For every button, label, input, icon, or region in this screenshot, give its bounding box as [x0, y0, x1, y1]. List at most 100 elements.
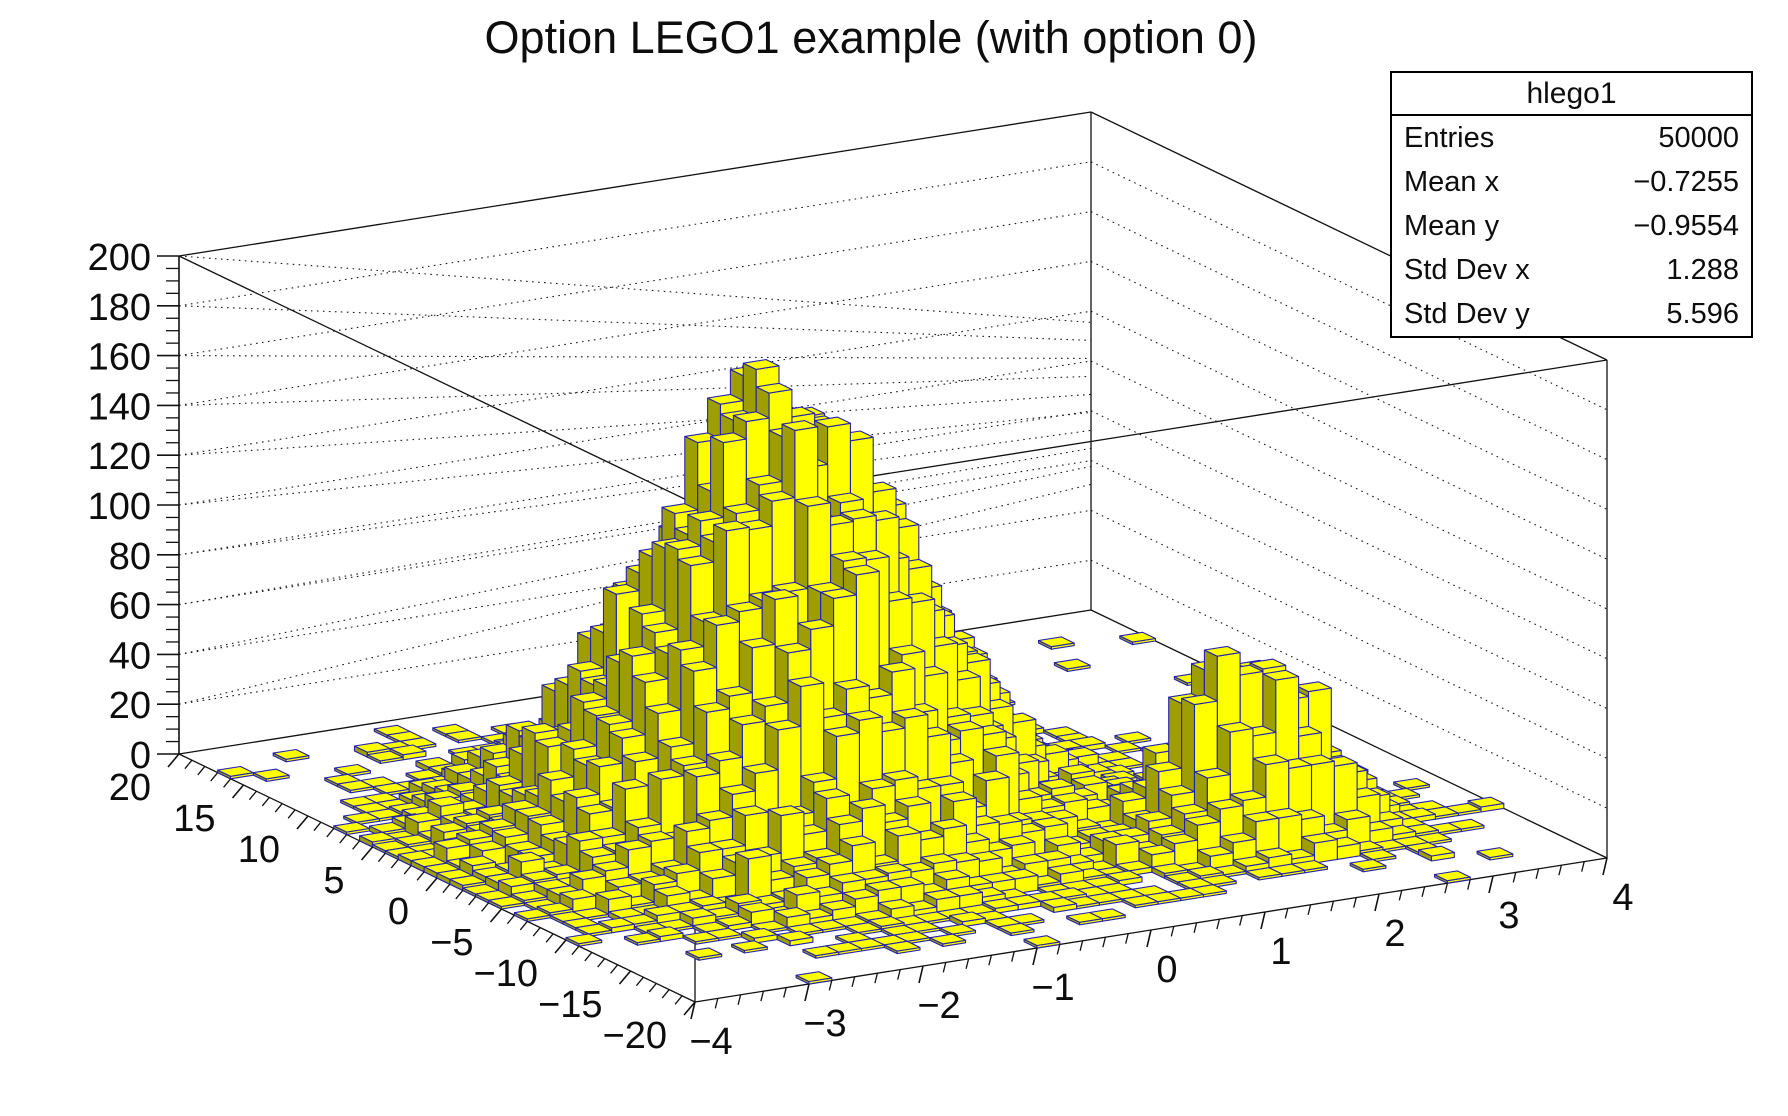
- stats-value: −0.9554: [1633, 210, 1739, 242]
- z-tick-label: 180: [88, 287, 151, 329]
- bar-top-face: [780, 856, 818, 868]
- bar-top-face: [479, 818, 516, 830]
- gridline-right-wall: [1090, 310, 1608, 560]
- bar-top-face: [1040, 897, 1078, 908]
- bar-top-face: [520, 870, 558, 882]
- bar-top-face: [353, 741, 391, 753]
- bar-top-face: [693, 701, 731, 713]
- bar-top-face: [567, 660, 605, 672]
- bar-top-face: [878, 661, 916, 673]
- bar-top-face: [687, 510, 725, 522]
- bar-top-face: [272, 748, 310, 760]
- x-major-tick: [918, 965, 924, 984]
- lego-bar: [623, 932, 661, 946]
- y-minor-tick: [610, 964, 619, 974]
- gridline-left-wall-fan: [178, 375, 1092, 406]
- bar-top-face: [579, 846, 617, 858]
- x-minor-tick: [828, 980, 833, 991]
- x-minor-tick: [1284, 908, 1289, 919]
- stats-row-stddev-y: Std Dev y 5.596: [1392, 292, 1751, 336]
- x-minor-tick: [1535, 868, 1540, 879]
- bar-top-face: [682, 931, 720, 943]
- bar-top-face: [389, 744, 427, 756]
- bar-top-face: [940, 791, 977, 803]
- x-minor-tick: [783, 987, 787, 998]
- bar-top-face: [1051, 792, 1088, 804]
- bar-top-face: [1023, 935, 1061, 947]
- stats-row-entries: Entries 50000: [1392, 116, 1751, 160]
- bar-top-face: [430, 821, 468, 833]
- lego-bar: [1066, 911, 1103, 926]
- bar-top-face: [920, 853, 958, 865]
- bar-top-face: [734, 848, 772, 860]
- bar-top-face: [858, 778, 896, 790]
- bar-top-face: [1151, 863, 1189, 874]
- bar-top-face: [795, 971, 833, 983]
- bar-top-face: [334, 763, 371, 775]
- bar-top-face: [565, 933, 603, 945]
- bar-top-face: [664, 539, 702, 550]
- bar-top-face: [883, 940, 921, 952]
- bar-top-face: [1158, 784, 1196, 796]
- stats-histogram-name: hlego1: [1392, 73, 1751, 116]
- bar-top-face: [661, 503, 699, 515]
- bar-top-face: [686, 842, 724, 854]
- bar-top-face: [1184, 814, 1221, 826]
- bar-top-face: [1138, 844, 1176, 856]
- stats-value: 5.596: [1666, 298, 1739, 330]
- bar-top-face: [1038, 778, 1076, 790]
- bar-top-face: [1102, 834, 1140, 846]
- bar-top-face: [637, 830, 675, 842]
- bar-top-face: [982, 745, 1020, 757]
- gridline-left-wall: [178, 360, 1092, 506]
- bar-top-face: [833, 678, 870, 690]
- x-tick-label: 0: [1156, 949, 1177, 991]
- x-minor-tick: [1307, 904, 1312, 915]
- z-tick-label: 200: [88, 237, 151, 279]
- bar-top-face: [640, 874, 678, 886]
- bar-top-face: [929, 933, 967, 945]
- bar-top-face: [742, 359, 780, 370]
- gridline-left-wall-fan: [178, 429, 1092, 556]
- bar-top-face: [732, 411, 770, 423]
- gridline-right-wall: [1090, 360, 1608, 610]
- stats-label: Mean x: [1404, 166, 1500, 198]
- bar-top-face: [1037, 636, 1075, 648]
- bar-top-face: [624, 817, 662, 829]
- bar-top-face: [802, 945, 840, 957]
- bar-top-face: [1433, 870, 1471, 882]
- y-minor-tick: [584, 951, 593, 962]
- x-minor-tick: [1102, 937, 1107, 948]
- bar-top-face: [1229, 790, 1267, 802]
- x-minor-tick: [965, 958, 970, 969]
- y-major-tick: [360, 846, 374, 861]
- bar-top-face: [1359, 849, 1397, 861]
- y-minor-tick: [326, 827, 335, 838]
- y-minor-tick: [455, 889, 464, 900]
- bar-top-face: [767, 805, 805, 817]
- x-tick-label: 3: [1498, 895, 1519, 937]
- y-minor-tick: [197, 765, 206, 776]
- bar-top-face: [598, 917, 635, 929]
- bar-top-face: [1148, 824, 1186, 836]
- x-minor-tick: [1558, 865, 1563, 876]
- y-minor-tick: [184, 759, 193, 770]
- bar-top-face: [689, 895, 727, 907]
- x-minor-tick: [1353, 897, 1357, 908]
- bar-top-face: [1115, 860, 1153, 872]
- x-major-tick: [1602, 857, 1608, 876]
- bar-top-face: [793, 867, 831, 879]
- bar-top-face: [725, 893, 762, 905]
- bar-top-face: [586, 756, 623, 768]
- x-minor-tick: [897, 969, 901, 980]
- bar-top-face: [569, 869, 607, 881]
- y-minor-tick: [223, 778, 232, 788]
- x-tick-label: 4: [1612, 877, 1633, 919]
- x-minor-tick: [1512, 872, 1517, 883]
- y-minor-tick: [339, 834, 348, 844]
- bar-top-face: [608, 727, 646, 739]
- x-major-tick: [1146, 929, 1152, 948]
- bar-top-face: [337, 779, 374, 791]
- lego-bar: [1102, 834, 1140, 871]
- bar-top-face: [372, 782, 410, 794]
